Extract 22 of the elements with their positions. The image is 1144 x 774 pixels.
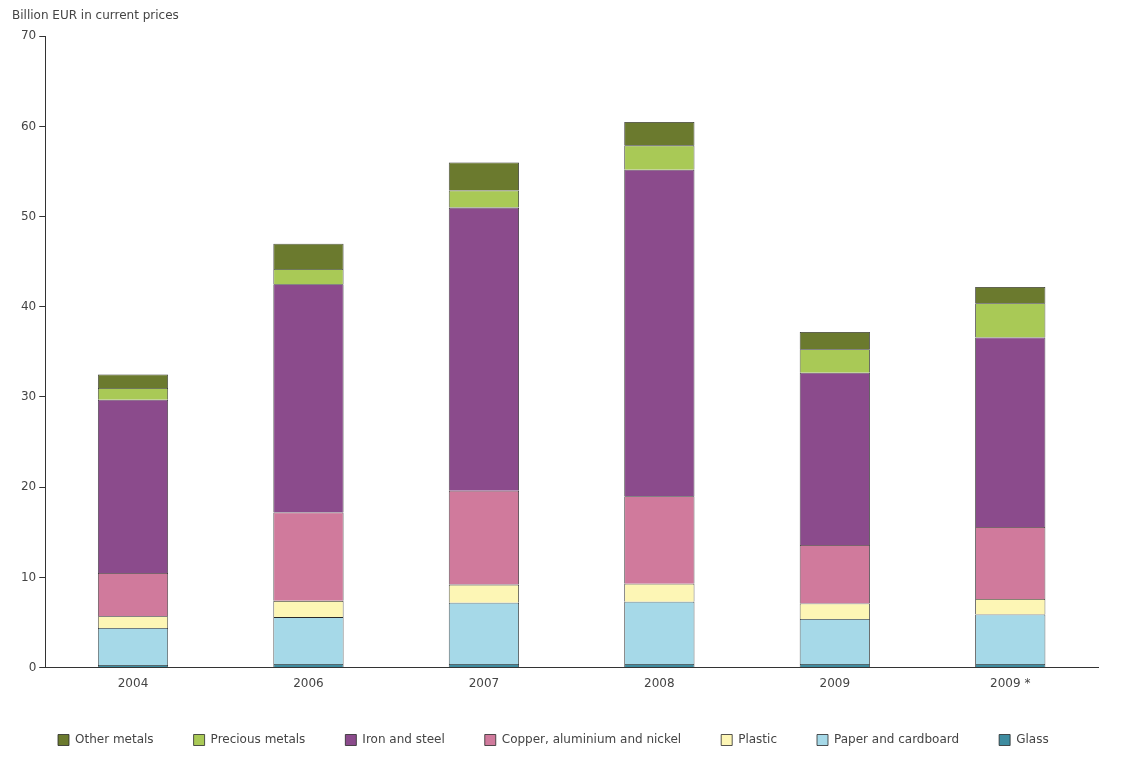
x-tick-label: 2009 * <box>990 675 1031 690</box>
x-tick-label: 2007 <box>468 675 500 690</box>
y-tick-label: 60 <box>20 118 37 133</box>
x-tick-label: 2004 <box>117 675 149 690</box>
y-tick-label: 40 <box>20 298 37 313</box>
legend-label: Paper and cardboard <box>834 732 960 747</box>
x-tick-label: 2006 <box>293 675 324 690</box>
legend-label: Plastic <box>738 732 778 747</box>
y-tick-label: 50 <box>20 208 37 223</box>
x-tick-label: 2009 <box>819 675 851 690</box>
y-axis-title: Billion EUR in current prices <box>11 8 180 24</box>
legend-label: Iron and steel <box>362 732 445 747</box>
x-tick-label: 2008 <box>644 675 675 690</box>
y-tick-label: 0 <box>28 659 37 674</box>
y-tick-label: 20 <box>20 479 37 494</box>
y-tick-label: 70 <box>20 28 37 43</box>
legend-label: Copper, aluminium and nickel <box>501 732 682 747</box>
y-tick-label: 10 <box>20 569 37 584</box>
legend-label: Glass <box>1016 732 1049 747</box>
y-tick-label: 30 <box>20 389 37 404</box>
legend-label: Other metals <box>75 732 154 747</box>
legend-label: Precious metals <box>210 732 306 747</box>
